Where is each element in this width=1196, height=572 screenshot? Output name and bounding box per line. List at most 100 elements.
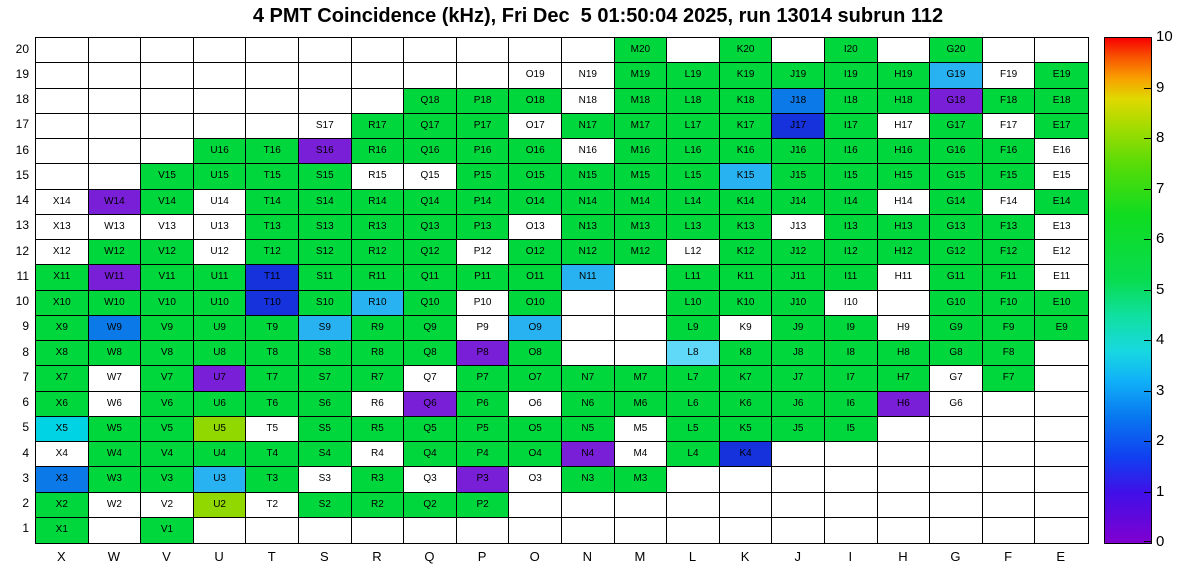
cell-label: Q7 [423, 372, 437, 384]
cell-label: W4 [106, 448, 122, 460]
cell-label: K19 [736, 69, 755, 81]
heatmap-cell: M6 [614, 391, 668, 417]
col-axis-label: I [848, 549, 853, 564]
cell-label: J18 [790, 94, 807, 106]
heatmap-cell: H18 [877, 88, 931, 114]
cell-label: S15 [315, 170, 334, 182]
heatmap-cell: P10 [456, 290, 510, 316]
cell-label: P14 [473, 195, 492, 207]
heatmap-cell: V10 [141, 290, 194, 316]
cell-label: F10 [999, 296, 1018, 308]
cell-label: H6 [896, 397, 910, 409]
heatmap-cell: M12 [614, 240, 668, 266]
cell-label: G13 [946, 220, 966, 232]
heatmap-cell [246, 113, 299, 139]
cell-label: N12 [578, 246, 597, 258]
heatmap-cell: P18 [456, 88, 510, 114]
cell-label: P10 [473, 296, 492, 308]
heatmap-cell: P3 [456, 467, 510, 493]
row-axis-label: 10 [15, 294, 29, 309]
colorbar-tick-label: 1 [1156, 482, 1165, 500]
cell-label: V10 [158, 296, 176, 308]
cell-label: E13 [1052, 220, 1071, 232]
heatmap-cell: K9 [719, 315, 773, 341]
cell-label: R4 [370, 448, 384, 460]
heatmap-cell: U5 [193, 416, 247, 442]
heatmap-cell: M18 [614, 88, 668, 114]
heatmap-cell: O5 [509, 416, 562, 442]
heatmap-cell: I10 [824, 290, 878, 316]
heatmap-cell: V12 [141, 240, 194, 266]
cell-label: R8 [370, 347, 384, 359]
heatmap-cell [614, 290, 668, 316]
colorbar-tick-mark [1144, 138, 1151, 139]
cell-label: U7 [213, 372, 226, 384]
cell-label: E19 [1052, 69, 1071, 81]
row-axis-label: 20 [15, 41, 29, 56]
heatmap-cell: R4 [351, 442, 405, 468]
cell-label: L17 [684, 119, 702, 131]
heatmap-cell: J10 [772, 290, 825, 316]
cell-label: T14 [263, 195, 281, 207]
cell-label: K5 [739, 422, 752, 434]
cell-label: O11 [526, 271, 545, 283]
cell-label: S2 [318, 498, 331, 510]
row-axis-label: 3 [22, 470, 29, 485]
heatmap-cell: G15 [930, 164, 983, 190]
cell-label: U3 [213, 473, 226, 485]
heatmap-cell: P12 [456, 240, 510, 266]
heatmap-cell [141, 38, 194, 64]
heatmap-cell: I16 [824, 139, 878, 165]
cell-label: E9 [1055, 321, 1068, 333]
cell-label: T8 [266, 347, 279, 359]
heatmap-cell: U11 [193, 265, 247, 291]
heatmap-cell [141, 113, 194, 139]
heatmap-cell [193, 38, 247, 64]
cell-label: O19 [525, 69, 545, 81]
heatmap-cell: P6 [456, 391, 510, 417]
cell-label: O3 [528, 473, 542, 485]
cell-label: E12 [1052, 246, 1071, 258]
heatmap-cell: I5 [824, 416, 878, 442]
cell-label: J6 [792, 397, 804, 409]
heatmap-cell [141, 88, 194, 114]
heatmap-cell: T7 [246, 366, 299, 392]
col-axis-label: X [56, 549, 66, 564]
heatmap-cell: I14 [824, 189, 878, 215]
heatmap-cell: J7 [772, 366, 825, 392]
colorbar-tick-mark [1144, 289, 1151, 291]
heatmap-cell [982, 492, 1036, 518]
cell-label: V12 [158, 246, 176, 258]
cell-label: U9 [213, 321, 226, 333]
cell-label: X7 [55, 372, 68, 384]
cell-label: V13 [158, 220, 176, 232]
cell-label: M3 [633, 473, 648, 485]
heatmap-cell [351, 517, 405, 543]
heatmap-cell: M13 [614, 214, 668, 240]
cell-label: O12 [525, 246, 545, 258]
cell-label: L10 [684, 296, 702, 308]
heatmap-cell [561, 341, 615, 367]
cell-label: M12 [630, 246, 651, 258]
heatmap-cell [193, 63, 247, 89]
heatmap-cell: P8 [456, 341, 510, 367]
cell-label: O7 [528, 372, 542, 384]
cell-label: X9 [55, 321, 68, 333]
colorbar-tick-mark [1144, 188, 1151, 190]
heatmap-cell: W13 [88, 214, 142, 240]
cell-label: U11 [210, 271, 229, 283]
cell-label: P11 [474, 271, 492, 283]
colorbar-tick-mark [1144, 37, 1151, 38]
heatmap-cell: J17 [772, 113, 825, 139]
heatmap-cell: J6 [772, 391, 825, 417]
row-axis-label: 1 [22, 521, 29, 536]
heatmap-cell: P11 [456, 265, 510, 291]
heatmap-cell [982, 416, 1036, 442]
heatmap-cell: G16 [930, 139, 983, 165]
heatmap-cell [1035, 366, 1088, 392]
heatmap-cell: T4 [246, 442, 299, 468]
row-axis-label: 5 [22, 420, 29, 435]
cell-label: L19 [684, 69, 702, 81]
heatmap-cell: F13 [982, 214, 1036, 240]
